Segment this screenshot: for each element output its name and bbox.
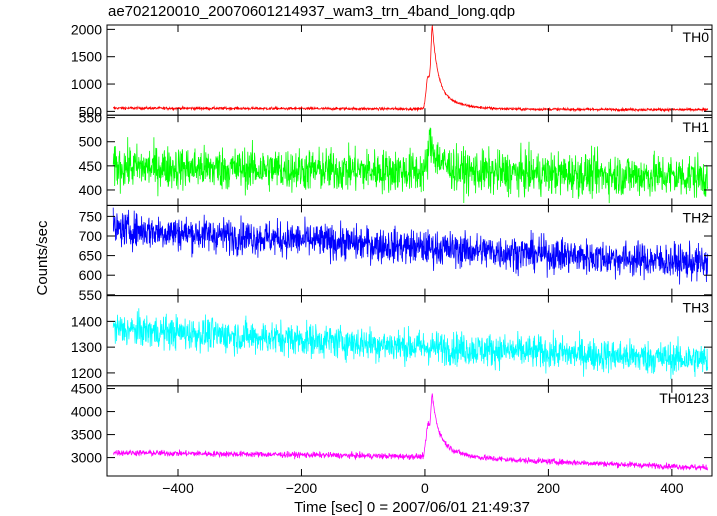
panel-label-th0123: TH0123 [659, 390, 709, 406]
panel-th1: 400 450 500 550 TH1 [79, 110, 713, 206]
y-tick-label: 3500 [71, 427, 102, 443]
x-tick-label: 200 [537, 480, 561, 496]
y-tick-label: 1500 [71, 49, 102, 65]
x-axis-label: Time [sec] 0 = 2007/06/01 21:49:37 [294, 499, 530, 516]
y-tick-label: 1400 [71, 313, 102, 329]
series-line-th1 [112, 127, 709, 204]
y-tick-label: 400 [79, 182, 103, 198]
panel-th0: 500 1000 1500 2000 TH0 [71, 21, 713, 119]
y-tick-label: 500 [79, 134, 103, 150]
x-tick-label: 400 [660, 480, 684, 496]
panel-label-th0: TH0 [683, 29, 710, 45]
y-tick-label: 1200 [71, 365, 102, 381]
panel-label-th3: TH3 [683, 300, 710, 316]
panel-label-th2: TH2 [683, 209, 710, 225]
chart-title: ae702120010_20070601214937_wam3_trn_4ban… [108, 3, 515, 20]
y-tick-label: 450 [79, 158, 103, 174]
series-line-th0123 [113, 393, 709, 471]
panel-th3: 1200 1300 1400 TH3 [71, 295, 713, 387]
y-tick-label: 4000 [71, 404, 102, 420]
panel-th0123: 3000 3500 4000 4500 TH0123 [71, 381, 713, 477]
panel-th2: 550 600 650 700 750 TH2 [79, 204, 713, 303]
y-tick-label: 1000 [71, 76, 102, 92]
y-tick-label: 550 [79, 110, 103, 126]
y-tick-label: 600 [79, 267, 103, 283]
series-line-th2 [112, 207, 709, 285]
y-tick-label: 1300 [71, 339, 102, 355]
panel-frame [106, 385, 713, 477]
y-tick-label: 550 [79, 287, 103, 303]
x-tick-label: −400 [162, 480, 194, 496]
panel-frame [106, 24, 713, 116]
panel-label-th1: TH1 [683, 119, 710, 135]
series-line-th0 [112, 25, 709, 113]
y-tick-label: 500 [79, 103, 103, 119]
y-tick-label: 650 [79, 248, 103, 264]
x-tick-label: −200 [286, 480, 318, 496]
y-tick-label: 4500 [71, 381, 102, 397]
x-tick-label: 0 [421, 480, 429, 496]
y-axis-label: Counts/sec [34, 220, 51, 296]
y-tick-label: 700 [79, 228, 103, 244]
y-tick-label: 2000 [71, 21, 102, 37]
y-tick-label: 3000 [71, 450, 102, 466]
y-tick-label: 750 [79, 208, 103, 224]
series-line-th3 [112, 308, 709, 380]
